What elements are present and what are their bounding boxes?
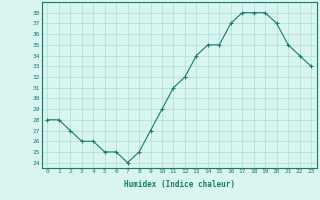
- X-axis label: Humidex (Indice chaleur): Humidex (Indice chaleur): [124, 180, 235, 189]
